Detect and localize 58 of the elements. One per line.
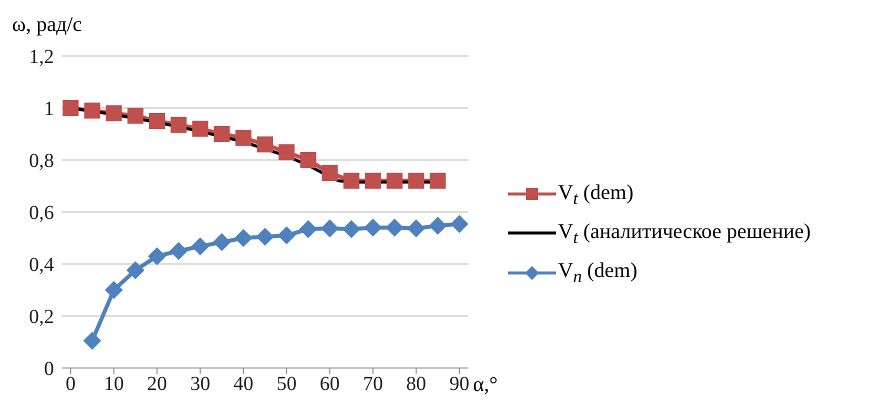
x-tick-label: 60 (320, 373, 340, 396)
point (364, 218, 382, 237)
point (386, 218, 404, 237)
y-tick-label: 0,6 (29, 202, 54, 224)
y-tick-label: 0,8 (29, 150, 54, 172)
x-axis-title: α,° (473, 372, 498, 397)
x-tick-label: 70 (362, 373, 383, 396)
point (278, 144, 295, 160)
point (191, 237, 210, 256)
y-tick-label: 1 (44, 98, 54, 120)
y-axis-title: ω, рад/с (12, 12, 82, 37)
point (127, 108, 144, 124)
point (170, 242, 188, 260)
point (149, 113, 166, 129)
point (148, 247, 166, 266)
x-tick-label: 20 (147, 373, 168, 396)
point (343, 172, 360, 189)
x-tick-label: 80 (406, 373, 426, 396)
point (235, 130, 252, 146)
point (300, 152, 316, 168)
x-tick-label: 0 (66, 373, 76, 396)
y-tick-label: 1,2 (29, 46, 54, 68)
point (257, 136, 273, 152)
point (408, 172, 424, 189)
point (386, 172, 403, 189)
point (256, 228, 274, 246)
point (126, 261, 144, 280)
point (214, 126, 230, 142)
y-tick-label: 0 (44, 358, 54, 380)
point (299, 220, 318, 238)
legend-label: V$_{n}$ (dem) (558, 258, 638, 287)
point (83, 332, 102, 350)
y-tick-label: 0,2 (29, 306, 54, 328)
point (192, 120, 208, 137)
point (428, 216, 447, 235)
x-tick-label: 10 (104, 373, 124, 396)
point (450, 214, 468, 233)
point (322, 165, 338, 181)
point (430, 172, 446, 189)
point (104, 281, 123, 299)
point (170, 116, 187, 133)
point (278, 226, 296, 244)
point (84, 102, 100, 119)
point (106, 105, 122, 122)
point (320, 219, 339, 238)
point (407, 219, 426, 238)
point (234, 229, 252, 247)
point (212, 233, 231, 252)
legend-label: V$_{t}$ (аналитическое решение) (558, 219, 811, 248)
x-tick-label: 50 (276, 373, 297, 396)
y-tick-label: 0,4 (29, 254, 54, 276)
x-tick-label: 30 (190, 373, 210, 396)
point (342, 220, 360, 238)
x-tick-label: 90 (449, 373, 470, 396)
x-tick-label: 40 (233, 373, 254, 396)
legend-label: V$_{t}$ (dem) (558, 180, 634, 208)
point (364, 172, 381, 189)
point (62, 100, 79, 116)
